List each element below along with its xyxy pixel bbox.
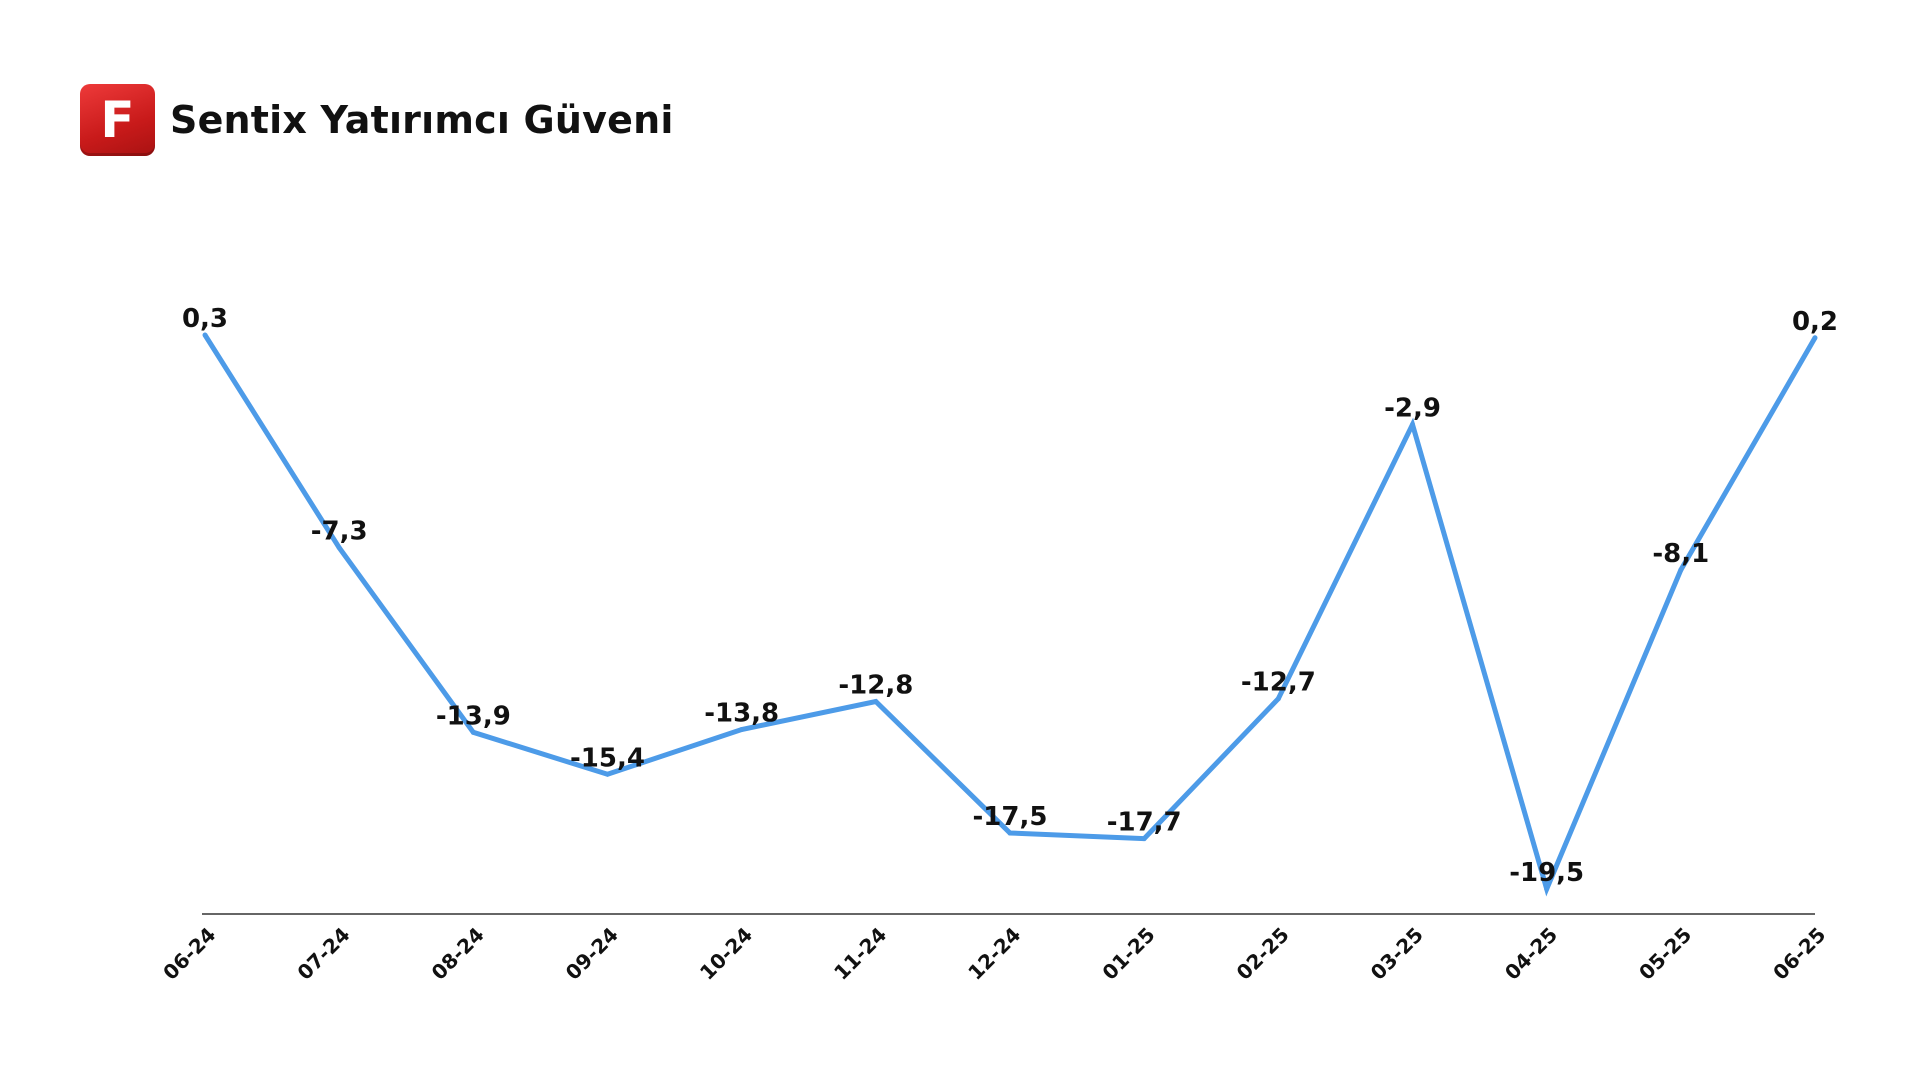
data-label: -19,5 [1509,858,1584,888]
x-tick-label: 06-24 [158,922,220,984]
data-label-layer: 0,3 -7,3 -13,9 -15,4 -13,8 -12,8 -17,5 -17,7 -12… [182,304,1838,888]
x-tick-label: 12-24 [963,922,1025,984]
data-label: 0,2 [1792,307,1838,337]
x-tick-label: 04-25 [1500,922,1562,984]
data-point [336,545,342,551]
data-point [1275,696,1281,702]
data-label: -12,7 [1241,668,1316,698]
x-tick-label: 08-24 [427,922,489,984]
data-label: -15,4 [570,743,645,773]
data-label: -8,1 [1652,539,1709,569]
x-tick-label: 05-25 [1634,922,1696,984]
data-point [1410,422,1415,428]
data-label: -17,5 [973,802,1048,832]
data-point [202,332,208,338]
page-title: Sentix Yatırımcı Güveni [170,98,674,142]
data-label: -13,8 [704,699,779,729]
data-label: -2,9 [1384,394,1441,424]
brand-logo: F [80,84,155,156]
x-tick-label: 03-25 [1366,922,1428,984]
data-point [470,729,476,735]
data-label: -12,8 [838,671,913,701]
data-point [1812,335,1818,341]
data-point [1544,886,1550,892]
x-tick-label: 10-24 [695,922,757,984]
line-layer [202,332,1818,897]
data-label: -7,3 [311,517,368,547]
data-label: -17,7 [1107,808,1182,838]
data-point [1141,836,1147,842]
data-point [605,771,610,777]
header: F Sentix Yatırımcı Güveni [80,84,674,156]
x-tick-label: 02-25 [1232,922,1294,984]
data-label: 0,3 [182,304,228,334]
x-tick-label: 07-24 [292,922,354,984]
data-point [1007,830,1013,836]
data-label: -13,9 [436,701,511,731]
data-point [1678,567,1684,573]
x-tick-label: 09-24 [561,922,623,984]
x-tick-label: 01-25 [1097,922,1159,984]
x-tick-label: 11-24 [829,922,891,984]
x-tick-label: 06-25 [1768,922,1830,984]
data-point [739,727,745,733]
tick-label-layer: 06-24 07-24 08-24 09-24 10-24 11-24 12-24 01-25… [158,922,1830,984]
data-point [873,699,879,705]
